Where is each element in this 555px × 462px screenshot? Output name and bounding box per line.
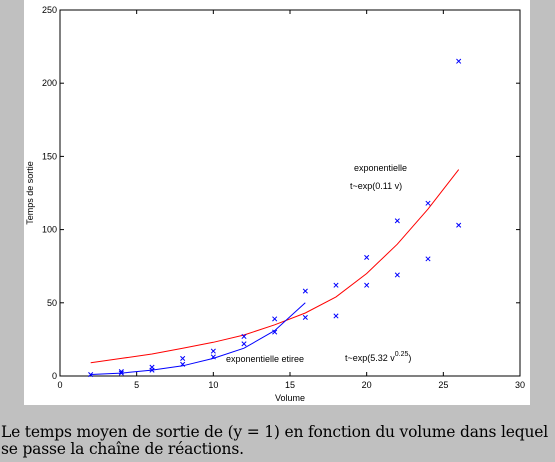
data-point — [149, 364, 155, 370]
axis-ticks: 0 5 10 15 20 25 30 0 50 100 150 200 250 — [42, 5, 525, 390]
y-tick-label: 0 — [52, 371, 57, 381]
x-tick-label: 5 — [134, 380, 139, 390]
data-points — [88, 58, 462, 378]
annotation-blue-formula-exponent: 0.25 — [395, 351, 409, 358]
annotation-blue-line1: exponentielle etiree — [226, 354, 304, 364]
data-point — [118, 370, 124, 376]
x-tick-label: 15 — [285, 380, 295, 390]
annotation-blue-formula-main: t~exp(5.32 v — [345, 353, 395, 363]
x-tick-label: 0 — [57, 380, 62, 390]
y-tick-label: 100 — [42, 225, 57, 235]
data-point — [456, 222, 462, 228]
y-tick-label: 250 — [42, 5, 57, 15]
x-tick-label: 20 — [362, 380, 372, 390]
data-point — [272, 316, 278, 322]
fit-curve-exponential — [90, 169, 460, 364]
x-tick-label: 30 — [515, 380, 525, 390]
annotation-blue-formula-close: ) — [408, 353, 411, 363]
data-point — [333, 313, 339, 319]
data-point — [394, 218, 400, 224]
annotation-red-line2: t~exp(0.11 v) — [350, 181, 402, 191]
y-tick-label: 200 — [42, 78, 57, 88]
data-point — [210, 354, 216, 360]
data-point — [118, 369, 124, 375]
data-point — [180, 355, 186, 361]
y-axis-title: Temps de sortie — [25, 161, 35, 225]
data-point — [210, 348, 216, 354]
y-tick-label: 50 — [47, 298, 57, 308]
fit-curves — [90, 169, 460, 375]
fit-curve-stretched-exponential — [90, 302, 306, 375]
data-point — [333, 282, 339, 288]
data-point — [302, 288, 308, 294]
data-point — [272, 329, 278, 335]
data-point — [88, 371, 94, 378]
annotation-blue-formula: t~exp(5.32 v0.25) — [345, 351, 411, 363]
data-point — [241, 341, 247, 347]
plot-area — [59, 9, 521, 377]
data-point — [364, 282, 370, 288]
data-point — [425, 256, 431, 262]
data-point — [302, 314, 308, 320]
x-axis-title: Volume — [275, 393, 305, 403]
figure-caption: Le temps moyen de sortie de (y = 1) en f… — [1, 423, 548, 458]
chart: 0 5 10 15 20 25 30 0 50 100 150 200 250 Volume Temps… — [25, 5, 525, 403]
data-point — [180, 361, 186, 367]
y-tick-label: 150 — [42, 151, 57, 161]
data-point — [241, 333, 247, 340]
data-point — [425, 200, 431, 206]
data-point — [456, 58, 462, 64]
data-point — [364, 254, 370, 260]
figure: 0 5 10 15 20 25 30 0 50 100 150 200 250 Volume Temps… — [24, 0, 530, 405]
annotation-red-line1: exponentielle — [354, 163, 407, 173]
x-tick-label: 10 — [208, 380, 218, 390]
x-tick-label: 25 — [438, 380, 448, 390]
data-point — [394, 272, 400, 278]
